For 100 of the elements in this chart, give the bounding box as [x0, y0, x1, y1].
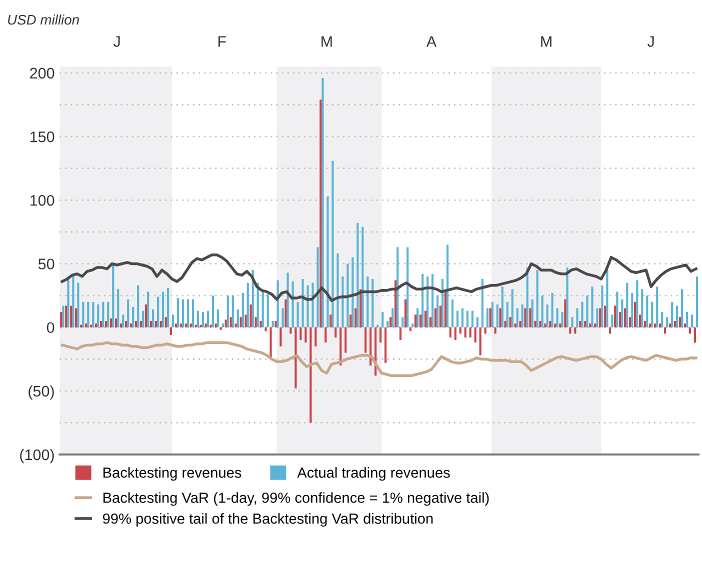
bar	[364, 327, 367, 353]
bar	[346, 264, 349, 328]
bar	[561, 312, 564, 328]
bar	[431, 274, 434, 328]
bar	[352, 257, 354, 328]
bar	[326, 196, 329, 328]
bar	[382, 312, 384, 328]
bar	[519, 320, 522, 328]
bar	[117, 289, 120, 328]
bar	[636, 280, 638, 328]
bar	[210, 324, 212, 328]
bar	[270, 327, 272, 360]
bar	[164, 317, 167, 328]
bar	[172, 314, 174, 328]
bar	[292, 282, 294, 328]
bar	[394, 280, 397, 328]
bar	[574, 327, 576, 334]
bar	[142, 310, 144, 328]
bar	[314, 327, 317, 346]
bar	[77, 282, 80, 328]
bar	[354, 308, 357, 328]
bar	[232, 296, 234, 328]
y-tick-label: (100)	[20, 448, 54, 464]
y-tick-label: 150	[30, 131, 54, 142]
bar	[120, 324, 122, 328]
bar	[451, 299, 454, 328]
bar	[246, 282, 249, 328]
bar	[688, 327, 692, 334]
bar	[676, 306, 678, 328]
bar	[280, 327, 282, 346]
bar	[626, 282, 628, 328]
bar	[514, 324, 516, 328]
bar	[601, 285, 604, 328]
bar	[212, 296, 214, 328]
bar	[426, 276, 429, 328]
bar	[132, 306, 134, 328]
bar	[176, 298, 180, 328]
bar	[202, 312, 204, 328]
bar	[661, 312, 664, 328]
bar	[100, 320, 102, 328]
bar	[366, 276, 369, 328]
bar	[220, 327, 222, 330]
bar	[266, 294, 269, 328]
bar	[174, 324, 177, 328]
bar	[504, 320, 506, 328]
bar	[196, 310, 200, 328]
bar	[192, 299, 194, 328]
bar	[479, 327, 482, 356]
bar	[436, 296, 439, 328]
bar	[154, 320, 157, 328]
bar	[576, 308, 578, 328]
bar	[424, 310, 426, 328]
bar	[130, 324, 132, 328]
bar	[350, 314, 352, 328]
bar	[609, 327, 612, 334]
bar	[646, 296, 648, 328]
bar	[296, 302, 299, 328]
bar	[686, 312, 688, 328]
bar	[75, 308, 78, 328]
bar	[666, 317, 668, 328]
bar	[102, 302, 104, 328]
bar	[441, 278, 444, 328]
bar	[190, 324, 192, 328]
x-tick-label: A	[426, 36, 437, 47]
bar	[356, 223, 359, 328]
y-tick-label: 200	[30, 68, 54, 79]
bar	[90, 324, 92, 328]
bar	[664, 327, 666, 334]
bar	[599, 308, 602, 328]
bar	[392, 308, 394, 328]
bar	[404, 299, 407, 328]
y-tick-label: 100	[30, 195, 54, 206]
bar	[140, 320, 142, 328]
bar	[234, 324, 237, 328]
bar	[316, 247, 319, 328]
bar	[459, 327, 462, 334]
y-tick-label: 50	[38, 258, 54, 270]
bar	[539, 320, 542, 328]
bar	[362, 226, 364, 328]
bar	[97, 304, 100, 328]
bar	[414, 314, 417, 328]
bar	[446, 244, 449, 328]
bar	[486, 308, 488, 328]
bar	[594, 324, 596, 328]
bar	[379, 327, 382, 343]
bar	[619, 312, 622, 328]
bar	[634, 302, 636, 328]
bar	[312, 282, 314, 328]
bar	[644, 320, 646, 328]
bar	[224, 320, 227, 328]
bar	[242, 292, 244, 328]
bar	[330, 314, 332, 328]
bar	[85, 324, 88, 328]
bar	[591, 286, 594, 328]
bar	[107, 302, 110, 328]
bar	[469, 327, 472, 338]
bar	[104, 320, 108, 328]
bar	[461, 308, 464, 328]
bar	[384, 327, 387, 363]
bar	[639, 314, 642, 328]
